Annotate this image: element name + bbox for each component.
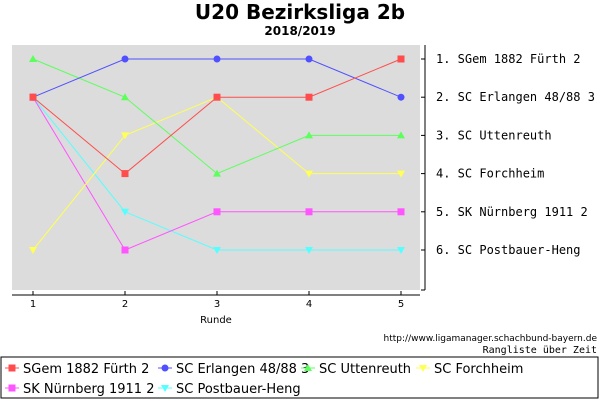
point-s6-r2 — [121, 208, 129, 216]
legend: SGem 1882 Fürth 2 SC Erlangen 48/88 3 SC U… — [5, 362, 523, 397]
legend-marker-5 — [8, 384, 16, 392]
chart-subtitle: 2018/2019 — [264, 24, 335, 38]
x-tick-label-3: 3 — [214, 299, 220, 310]
point-s3-r3 — [213, 169, 221, 177]
point-s2-r4 — [305, 55, 313, 63]
x-tick-label-4: 4 — [306, 299, 312, 310]
point-s6-r4 — [305, 247, 313, 254]
legend-label-2: SC Erlangen 48/88 3 — [176, 362, 309, 377]
point-s1-r5 — [397, 55, 405, 63]
x-axis: 1 2 3 4 5 — [12, 291, 420, 310]
point-s3-r1 — [29, 55, 37, 62]
legend-label-4: SC Forchheim — [434, 362, 523, 377]
legend-label-3: SC Uttenreuth — [319, 362, 411, 377]
legend-label-5: SK Nürnberg 1911 2 — [23, 382, 154, 397]
legend-box — [0, 356, 599, 399]
legend-marker-2 — [161, 364, 169, 372]
point-s4-r4 — [305, 170, 313, 178]
point-s1-r4 — [305, 93, 313, 101]
legend-marker-3 — [304, 364, 312, 371]
point-s1-r1 — [29, 93, 37, 101]
point-s4-r5 — [397, 170, 405, 178]
x-tick-label-1: 1 — [30, 299, 36, 310]
plot-area — [12, 45, 420, 290]
x-tick-label-5: 5 — [398, 299, 404, 310]
point-s1-r2 — [121, 170, 129, 178]
rank-label-4: 4. SC Forchheim — [436, 167, 544, 181]
legend-label-1: SGem 1882 Fürth 2 — [23, 362, 149, 377]
rank-label-2: 2. SC Erlangen 48/88 3 — [436, 90, 595, 104]
chart-title: U20 Bezirksliga 2b — [195, 0, 405, 24]
point-s6-r5 — [397, 247, 405, 254]
legend-label-6: SC Postbauer-Heng — [176, 382, 301, 397]
point-s5-r3 — [213, 208, 221, 216]
legend-marker-4 — [419, 365, 427, 372]
x-axis-label: Runde — [200, 315, 232, 326]
rank-axis: 1. SGem 1882 Fürth 2 2. SC Erlangen 48/88… — [421, 45, 595, 291]
legend-marker-1 — [8, 364, 16, 372]
point-s3-r2 — [121, 93, 129, 101]
point-s2-r5 — [397, 93, 405, 101]
point-s4-r2 — [121, 132, 129, 140]
point-s4-r1 — [29, 247, 37, 254]
point-s3-r5 — [397, 131, 405, 139]
series-markers — [29, 55, 405, 254]
x-tick-label-2: 2 — [122, 299, 128, 310]
source-url: http://www.ligamanager.schachbund-bayern… — [384, 334, 598, 344]
point-s5-r2 — [121, 246, 129, 254]
point-s2-r2 — [121, 55, 129, 63]
rank-label-3: 3. SC Uttenreuth — [436, 128, 552, 142]
footer-caption: Rangliste über Zeit — [483, 345, 597, 356]
point-s2-r3 — [213, 55, 221, 63]
legend-marker-6 — [161, 385, 169, 392]
rank-label-5: 5. SK Nürnberg 1911 2 — [436, 205, 588, 219]
point-s5-r5 — [397, 208, 405, 216]
point-s1-r3 — [213, 93, 221, 101]
rank-label-6: 6. SC Postbauer-Heng — [436, 243, 581, 257]
point-s5-r4 — [305, 208, 313, 216]
rank-label-1: 1. SGem 1882 Fürth 2 — [436, 52, 581, 66]
point-s3-r4 — [305, 131, 313, 139]
point-s6-r3 — [213, 247, 221, 254]
